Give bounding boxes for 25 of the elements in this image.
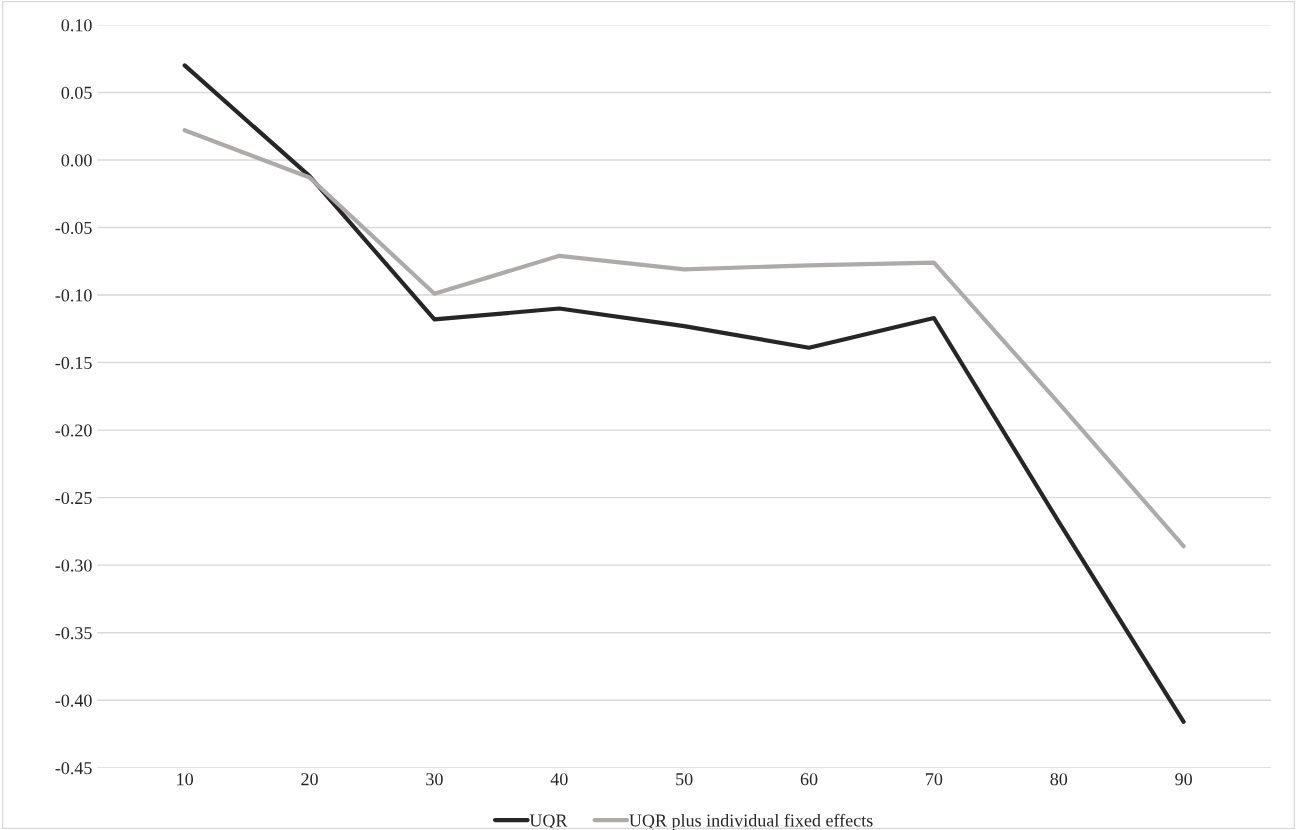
x-tick-label: 60 [800, 773, 818, 786]
x-tick-label: 40 [550, 773, 568, 786]
x-tick-label: 10 [177, 773, 194, 786]
y-tick-label: -0.15 [55, 356, 92, 370]
x-tick-label: 50 [676, 773, 693, 786]
y-tick-label: -0.40 [55, 694, 92, 707]
y-tick-label: 0.05 [61, 86, 92, 99]
legend-label: UQR plus individual fixed effects [629, 813, 873, 830]
x-tick-label: 80 [1050, 773, 1068, 786]
y-tick-label: -0.05 [55, 221, 92, 235]
y-tick-label: -0.30 [55, 559, 92, 572]
x-tick-label: 90 [1175, 773, 1192, 786]
x-tick-label: 20 [301, 773, 318, 786]
line-series [182, 63, 1186, 724]
x-tick-label: 30 [426, 773, 443, 786]
y-tick-label: -0.45 [55, 762, 92, 775]
y-tick-label: -0.35 [55, 626, 92, 640]
y-tick-label: -0.20 [55, 424, 92, 437]
y-tick-label: -0.10 [55, 289, 92, 302]
x-tick-label: 70 [926, 773, 943, 786]
y-tick-label: -0.25 [55, 491, 92, 505]
line-series [182, 128, 1186, 549]
y-tick-label: 0.00 [61, 154, 92, 167]
y-tick-label: 0.10 [61, 19, 92, 32]
legend-label: UQR [529, 814, 568, 830]
